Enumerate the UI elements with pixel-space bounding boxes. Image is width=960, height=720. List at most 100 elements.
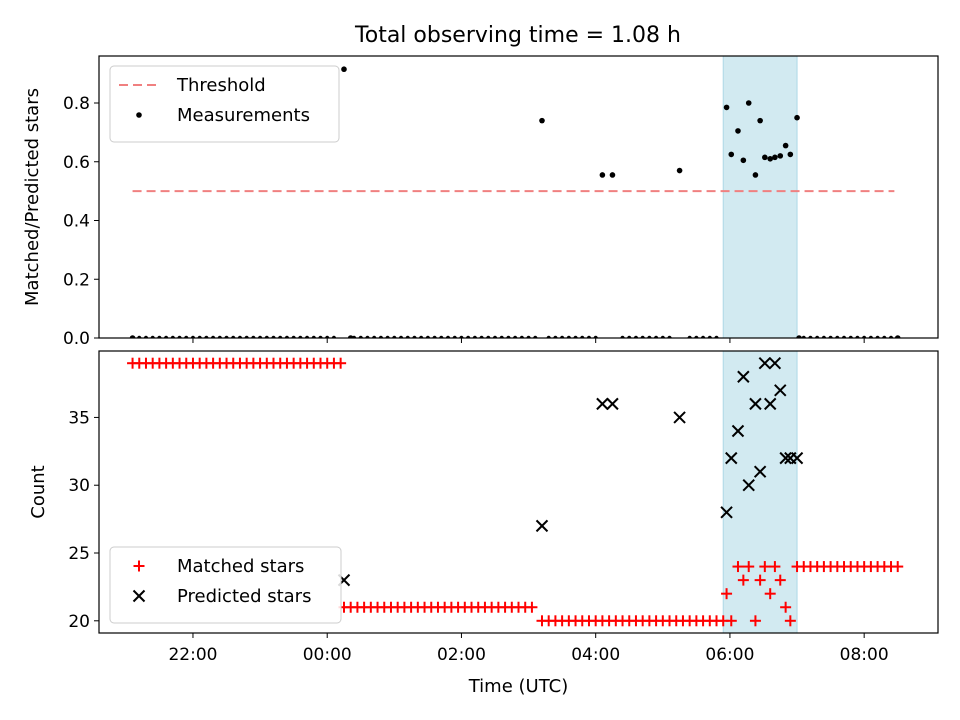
data-point xyxy=(784,615,796,627)
y-tick-label: 0.4 xyxy=(63,212,90,232)
x-axis-label: Time (UTC) xyxy=(468,676,569,697)
data-point xyxy=(749,397,762,411)
legend: Threshold Measurements xyxy=(109,65,340,143)
legend-box xyxy=(109,546,342,624)
data-point xyxy=(764,588,776,600)
data-point-b xyxy=(749,397,762,411)
data-point xyxy=(721,588,733,600)
observing-window-span xyxy=(722,350,798,634)
data-point xyxy=(599,172,606,178)
legend-label: Predicted stars xyxy=(177,586,311,607)
data-point-b xyxy=(535,519,549,533)
legend: Matched stars Predicted stars xyxy=(109,546,342,624)
legend-swatch xyxy=(132,589,146,603)
data-point xyxy=(743,561,755,573)
data-point-b xyxy=(790,451,804,465)
y-tick-label: 0.8 xyxy=(63,94,90,114)
legend-box xyxy=(109,65,340,143)
bottom-panel: 20 25 30 35 22:00 00:00 02:00 04:00 06:00 08:00 Co… xyxy=(28,350,939,697)
data-point-b xyxy=(779,451,792,465)
data-point xyxy=(753,465,767,478)
data-point xyxy=(767,156,773,162)
x-tick-label: 02:00 xyxy=(437,645,486,665)
data-point xyxy=(774,384,787,397)
legend-swatch-b xyxy=(132,589,146,603)
data-point xyxy=(725,451,738,465)
data-point xyxy=(673,411,686,424)
chart-title: Total observing time = 1.08 h xyxy=(354,23,681,48)
y-tick-label: 35 xyxy=(68,408,90,428)
data-point-b xyxy=(742,479,755,492)
data-point xyxy=(757,117,763,124)
data-point-b xyxy=(753,465,767,478)
x-tick-label: 00:00 xyxy=(303,645,352,665)
data-point xyxy=(759,561,771,573)
data-point xyxy=(732,561,744,573)
data-point xyxy=(725,615,737,627)
x-tick-label: 22:00 xyxy=(168,645,217,665)
observing-window-span xyxy=(722,55,798,339)
data-point xyxy=(596,397,609,411)
data-point xyxy=(341,66,347,73)
y-tick-label: 25 xyxy=(68,544,90,564)
axes-frame xyxy=(98,55,939,339)
y-tick-label: 20 xyxy=(68,612,90,632)
data-point xyxy=(335,357,347,369)
data-point xyxy=(606,397,619,411)
plot-area xyxy=(127,356,904,627)
data-point xyxy=(779,451,792,465)
data-point-b xyxy=(768,356,782,370)
data-point-b xyxy=(720,506,733,519)
data-point xyxy=(780,601,792,613)
data-point-b xyxy=(763,397,777,411)
data-point xyxy=(894,335,901,338)
data-point-b xyxy=(737,370,750,383)
legend-label: Measurements xyxy=(177,105,310,126)
y-tick-label: 30 xyxy=(68,476,90,496)
y-axis-label: Count xyxy=(28,465,49,518)
data-point xyxy=(772,154,778,161)
x-tick-label: 08:00 xyxy=(840,645,889,665)
legend-label: Threshold xyxy=(176,75,266,96)
data-point xyxy=(347,335,354,338)
data-point-b xyxy=(731,424,745,438)
axes-frame xyxy=(98,350,939,634)
data-point-b xyxy=(774,384,787,397)
data-point xyxy=(774,574,786,586)
data-point xyxy=(129,335,136,338)
top-panel: 0.0 0.2 0.4 0.6 0.8 Matched/Predicted stars Th… xyxy=(22,55,939,349)
y-tick-label: 0.2 xyxy=(63,270,90,290)
data-point xyxy=(787,151,794,158)
data-point xyxy=(752,172,759,178)
data-point xyxy=(535,519,549,533)
data-point xyxy=(769,561,781,573)
data-point xyxy=(742,479,755,492)
data-point-b xyxy=(725,451,738,465)
data-point xyxy=(796,335,802,338)
data-point-b xyxy=(606,397,619,411)
data-point xyxy=(892,561,904,573)
x-tick-label: 04:00 xyxy=(571,645,620,665)
data-point xyxy=(731,424,745,438)
series-matched-stars xyxy=(127,357,904,627)
data-point xyxy=(754,574,766,586)
legend-label: Matched stars xyxy=(177,556,304,577)
data-point xyxy=(763,397,777,411)
data-point xyxy=(790,451,804,465)
y-axis-label: Matched/Predicted stars xyxy=(22,88,43,306)
data-point xyxy=(737,574,749,586)
data-point xyxy=(609,172,616,178)
data-point xyxy=(740,157,747,164)
data-point xyxy=(749,615,761,627)
y-tick-label: 0.0 xyxy=(63,329,90,349)
data-point xyxy=(777,153,784,159)
data-point-b xyxy=(596,397,609,411)
data-point xyxy=(723,104,730,111)
data-point xyxy=(539,117,545,124)
data-point xyxy=(735,128,741,134)
series-predicted-stars xyxy=(337,356,804,587)
data-point xyxy=(526,601,538,613)
data-point xyxy=(745,100,752,106)
data-point xyxy=(737,370,750,383)
